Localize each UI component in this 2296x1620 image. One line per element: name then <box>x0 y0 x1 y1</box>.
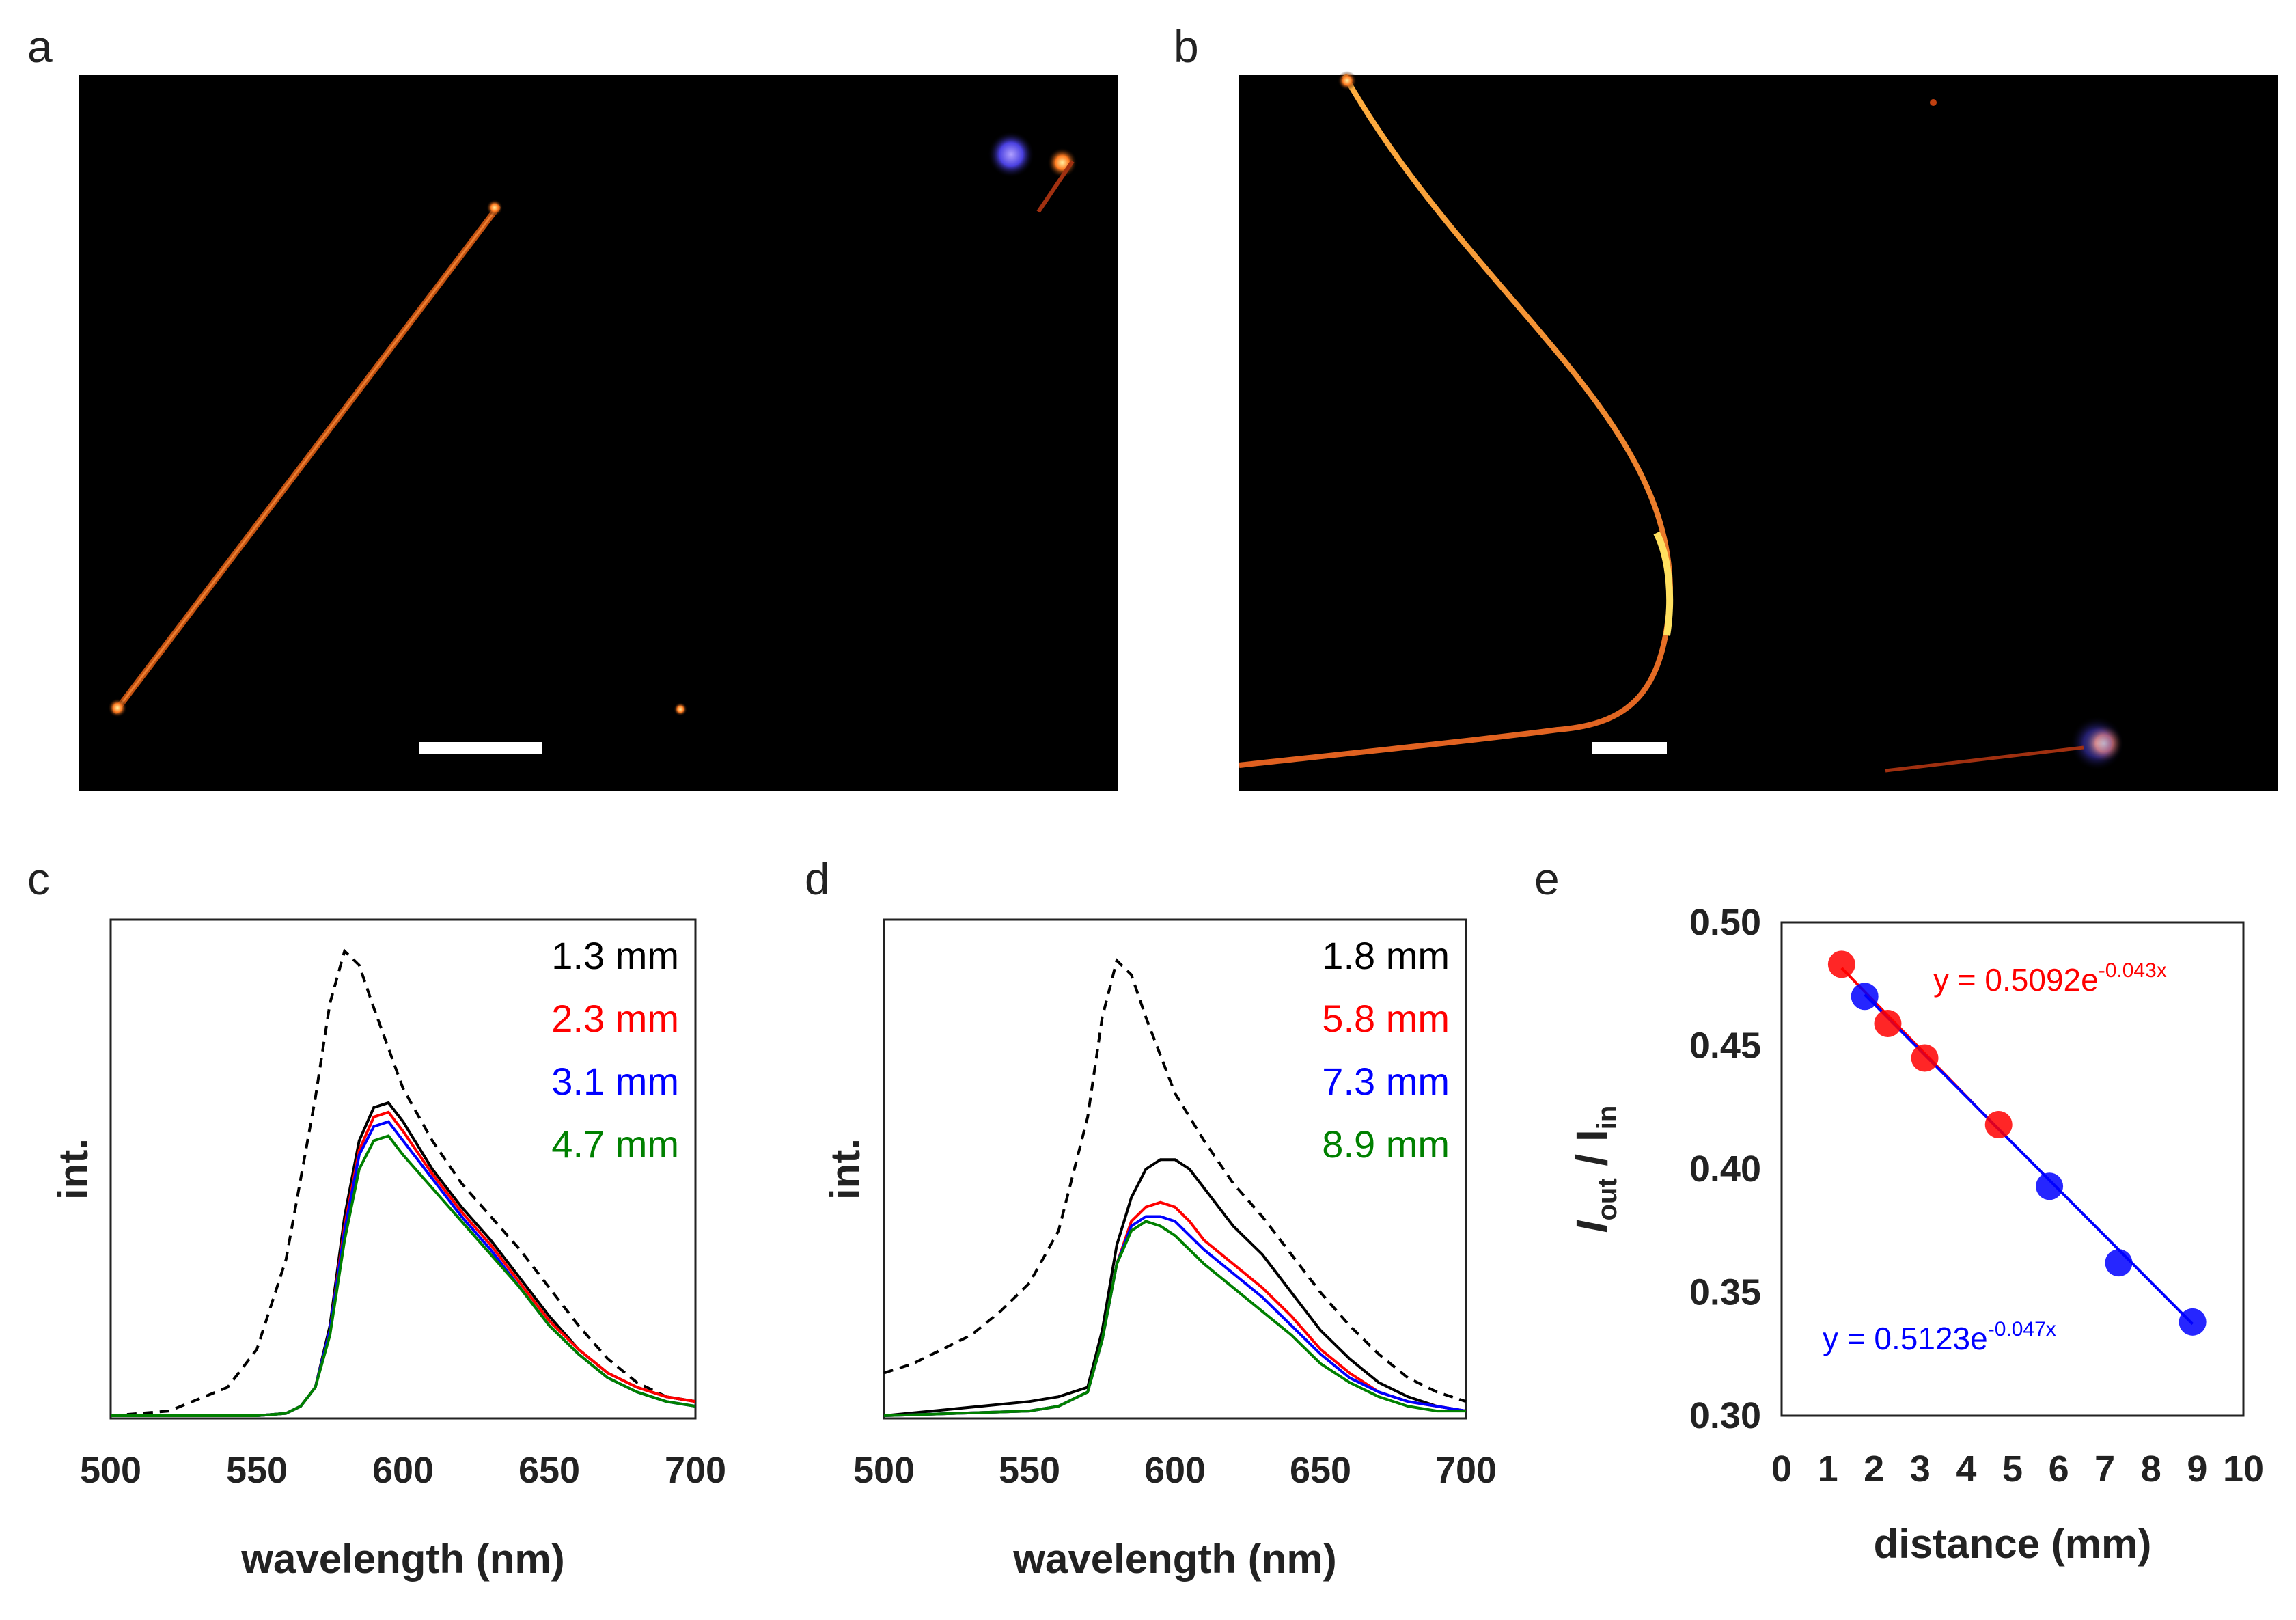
y-tick-label: 0.50 <box>1689 902 1761 943</box>
panel-label-a: a <box>27 21 53 72</box>
x-tick-label: 5 <box>2002 1449 2023 1489</box>
x-tick-label: 9 <box>2187 1449 2207 1489</box>
y-tick-label: 0.40 <box>1689 1149 1761 1190</box>
x-tick-label: 650 <box>518 1450 580 1491</box>
data-point <box>1851 983 1879 1011</box>
chart-e: 0.30 0.35 0.40 0.45 0.50 0 1 2 3 4 5 6 7 8 9 10 distan… <box>1567 902 2264 1567</box>
panel-label-c: c <box>27 853 50 904</box>
fit-equation: y = 0.5123e-0.047x <box>1823 1318 2056 1356</box>
chart-c: 500 550 600 650 700 wavelength (nm) int. 1.3… <box>51 918 726 1582</box>
x-tick-label: 550 <box>226 1450 288 1491</box>
legend-entry: 3.1 mm <box>551 1060 679 1103</box>
panel-label-e: e <box>1534 853 1560 904</box>
x-tick-label: 600 <box>372 1450 434 1491</box>
legend-entry: 1.3 mm <box>551 934 679 977</box>
data-point <box>1874 1010 1902 1038</box>
y-axis-label-e: Iout / Iin <box>1567 1106 1622 1233</box>
x-tick-label: 700 <box>665 1450 726 1491</box>
y-axis-label-d: int. <box>822 1138 868 1200</box>
y-tick-label: 0.45 <box>1689 1026 1761 1067</box>
y-tick-label: 0.35 <box>1689 1272 1761 1313</box>
x-tick-label: 3 <box>1910 1449 1931 1489</box>
spectrum-line-1.8-mm <box>883 1158 1467 1417</box>
x-axis-label-e: distance (mm) <box>1874 1521 2152 1567</box>
data-point <box>1911 1044 1939 1072</box>
scale-bar-a <box>419 742 542 754</box>
x-axis-label-d: wavelength (nm) <box>1012 1536 1336 1582</box>
fit-line <box>1864 993 2194 1326</box>
x-tick-label: 600 <box>1144 1450 1206 1491</box>
data-point <box>2179 1308 2207 1336</box>
y-axis-label-c: int. <box>51 1138 96 1200</box>
reference-spectrum-dashed <box>110 948 696 1417</box>
x-tick-label: 2 <box>1864 1449 1884 1489</box>
x-tick-label: 8 <box>2141 1449 2161 1489</box>
legend-entry: 5.8 mm <box>1322 997 1450 1040</box>
fit-equation: y = 0.5092e-0.043x <box>1933 959 2167 998</box>
data-point <box>1827 950 1855 978</box>
x-tick-label: 6 <box>2049 1449 2069 1489</box>
data-point <box>2036 1172 2064 1200</box>
reference-spectrum-dashed <box>883 957 1467 1403</box>
x-axis-label-c: wavelength (nm) <box>240 1536 564 1582</box>
x-tick-label: 0 <box>1771 1449 1792 1489</box>
legend-entry: 1.8 mm <box>1322 934 1450 977</box>
data-point <box>2105 1249 2133 1277</box>
data-point <box>1984 1111 2013 1139</box>
panel-label-d: d <box>805 853 830 904</box>
legend-entry: 7.3 mm <box>1322 1060 1450 1103</box>
spectrum-line-4.7-mm <box>111 1134 696 1417</box>
chart-d: 500 550 600 650 700 wavelength (nm) int. 1.8… <box>822 918 1497 1582</box>
micrograph-a <box>79 75 1118 791</box>
spectrum-line-8.9-mm <box>883 1220 1466 1417</box>
x-tick-label: 650 <box>1290 1450 1351 1491</box>
micrograph-b <box>1239 71 2278 791</box>
scale-bar-b <box>1592 742 1667 754</box>
spectrum-line-7.3-mm <box>883 1215 1467 1417</box>
x-tick-label: 700 <box>1435 1450 1497 1491</box>
y-tick-label: 0.30 <box>1689 1395 1761 1436</box>
legend-entry: 8.9 mm <box>1322 1123 1450 1166</box>
legend-entry: 2.3 mm <box>551 997 679 1040</box>
plot-frame-d <box>883 918 1467 1420</box>
x-tick-label: 7 <box>2094 1449 2115 1489</box>
legend-entry: 4.7 mm <box>551 1123 679 1166</box>
x-tick-label: 500 <box>853 1450 915 1491</box>
x-tick-label: 500 <box>80 1450 141 1491</box>
panel-label-b: b <box>1174 21 1199 72</box>
plot-frame-e <box>1780 921 2245 1417</box>
x-tick-label: 10 <box>2223 1449 2264 1489</box>
x-tick-label: 1 <box>1818 1449 1838 1489</box>
x-tick-label: 550 <box>999 1450 1060 1491</box>
plot-frame-c <box>109 918 697 1420</box>
x-tick-label: 4 <box>1956 1449 1976 1489</box>
